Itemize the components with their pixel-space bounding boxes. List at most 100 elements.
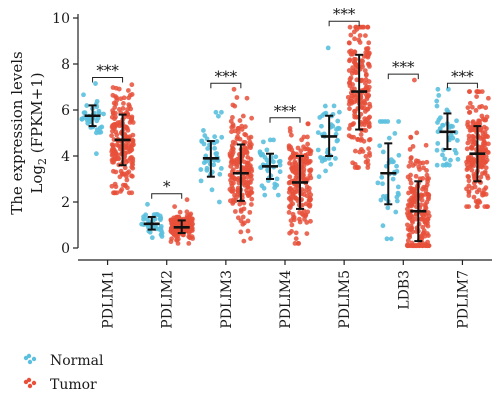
tumor-point xyxy=(407,232,412,238)
tumor-point xyxy=(113,169,119,175)
tumor-point xyxy=(110,85,116,90)
tumor-point xyxy=(301,134,307,140)
normal-point xyxy=(440,152,445,158)
tumor-point xyxy=(470,120,476,126)
tumor-point xyxy=(404,210,410,216)
tumor-point xyxy=(410,144,416,149)
tumor-point xyxy=(365,61,371,67)
normal-point xyxy=(262,192,268,198)
tumor-point xyxy=(245,193,251,199)
tumor-point xyxy=(469,167,475,173)
tumor-point xyxy=(424,172,430,178)
tumor-point xyxy=(232,128,238,134)
normal-point xyxy=(275,192,281,198)
normal-point xyxy=(388,236,394,242)
tumor-point xyxy=(234,164,240,170)
tumor-point xyxy=(228,154,234,160)
tumor-point xyxy=(305,141,311,147)
normal-point xyxy=(147,229,153,235)
normal-point xyxy=(199,139,205,144)
significance-bracket xyxy=(446,82,478,89)
tumor-point xyxy=(177,209,183,215)
tumor-point xyxy=(362,68,368,74)
normal-point xyxy=(158,228,164,234)
tumor-point xyxy=(308,167,314,173)
tumor-point xyxy=(246,142,252,148)
tumor-point xyxy=(413,173,419,179)
normal-point xyxy=(396,152,402,158)
normal-point xyxy=(385,205,391,211)
tumor-point xyxy=(130,165,136,171)
normal-point xyxy=(93,81,98,86)
tumor-point xyxy=(465,105,471,111)
tumor-point xyxy=(184,197,190,203)
axes xyxy=(73,14,492,265)
tumor-point xyxy=(352,148,358,154)
tumor-point xyxy=(109,133,115,139)
tumor-point xyxy=(295,241,301,246)
normal-point xyxy=(212,134,218,140)
tumor-point xyxy=(420,224,426,230)
normal-point xyxy=(158,215,164,221)
tumor-point xyxy=(241,238,247,244)
tumor-point xyxy=(119,187,125,192)
tumor-point xyxy=(477,159,483,164)
significance-label: *** xyxy=(274,102,297,120)
axis-labels: 0 2 4 6 8 10 PDLIM1 PDLIM2 PDLIM3 PDLIM4 PDLIM5 LDB… xyxy=(8,11,471,329)
tumor-point xyxy=(410,189,415,195)
tumor-point xyxy=(425,243,431,249)
mean-sd-bars xyxy=(84,53,486,243)
tumor-point xyxy=(241,159,247,165)
tumor-point xyxy=(351,121,357,126)
normal-point xyxy=(271,137,276,143)
tumor-point xyxy=(304,193,310,199)
normal-point xyxy=(219,134,225,140)
normal-legend-dot xyxy=(27,359,33,365)
tumor-point xyxy=(425,210,431,215)
tumor-point xyxy=(485,175,491,181)
tumor-point xyxy=(346,68,352,73)
tumor-point xyxy=(467,128,473,133)
tumor-point xyxy=(363,153,369,159)
tumor-point xyxy=(351,29,357,35)
tumor-point xyxy=(362,122,367,128)
tumor-point xyxy=(189,222,195,228)
y-tick-label: 4 xyxy=(61,149,70,165)
tumor-point xyxy=(232,176,238,181)
tumor-point xyxy=(358,132,364,137)
tumor-point xyxy=(129,173,135,179)
tumor-point xyxy=(409,214,415,220)
tumor-point xyxy=(175,241,181,246)
tumor-point xyxy=(471,194,477,200)
tumor-point xyxy=(171,232,177,237)
tumor-point xyxy=(352,36,357,42)
normal-point xyxy=(434,162,440,168)
tumor-point xyxy=(471,139,477,145)
tumor-point xyxy=(230,102,236,108)
tumor-point xyxy=(407,146,413,152)
tumor-point xyxy=(485,134,491,140)
data-points xyxy=(79,24,491,249)
normal-point xyxy=(321,156,327,161)
tumor-point xyxy=(293,170,299,176)
tumor-point xyxy=(352,86,357,92)
tumor-point xyxy=(413,216,419,222)
significance-bracket xyxy=(328,20,360,27)
tumor-point xyxy=(130,138,136,143)
tumor-point xyxy=(175,215,180,221)
y-axis-title-line2: Log2 (FPKM+1) xyxy=(28,72,49,193)
significance-bracket xyxy=(210,82,242,89)
tumor-point xyxy=(365,24,371,30)
normal-point xyxy=(394,198,400,204)
tumor-point xyxy=(241,167,247,173)
normal-point xyxy=(216,113,221,119)
significance-label: *** xyxy=(451,67,474,85)
normal-point xyxy=(205,146,211,151)
tumor-point xyxy=(113,94,118,99)
tumor-point xyxy=(242,124,248,130)
tumor-point xyxy=(124,177,130,183)
tumor-point xyxy=(125,88,131,93)
tumor-point xyxy=(466,110,472,115)
normal-point xyxy=(386,135,392,141)
tumor-point xyxy=(479,89,485,94)
